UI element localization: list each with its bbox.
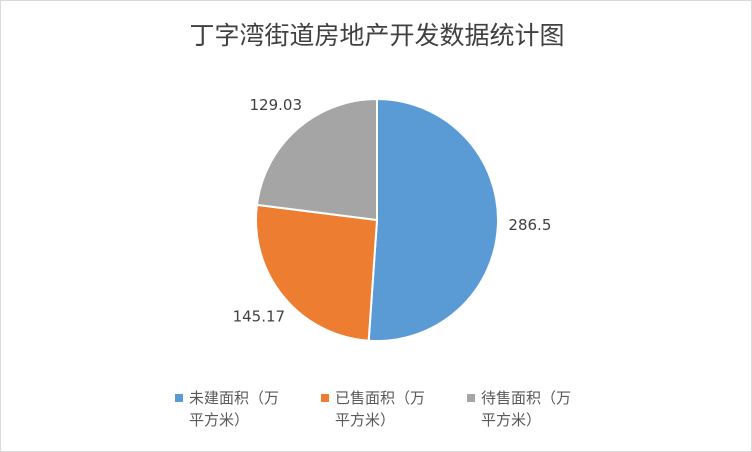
pie-slice bbox=[367, 97, 499, 342]
data-label: 145.17 bbox=[233, 308, 286, 326]
pie-slice bbox=[255, 203, 379, 342]
data-label: 129.03 bbox=[250, 96, 303, 114]
legend-label: 已售面积（万平方米） bbox=[335, 389, 426, 429]
legend-swatch bbox=[175, 394, 183, 402]
legend-label: 待售面积（万平方米） bbox=[481, 389, 572, 429]
legend-label: 未建面积（万平方米） bbox=[189, 389, 280, 429]
legend: 未建面积（万平方米） 已售面积（万平方米） 待售面积（万平方米） bbox=[1, 387, 751, 431]
data-label: 286.5 bbox=[508, 216, 551, 234]
legend-swatch bbox=[467, 394, 475, 402]
legend-item: 已售面积（万平方米） bbox=[321, 387, 431, 431]
chart-title: 丁字湾街道房地产开发数据统计图 bbox=[189, 21, 564, 50]
legend-item: 未建面积（万平方米） bbox=[175, 387, 285, 431]
legend-item: 待售面积（万平方米） bbox=[467, 387, 577, 431]
pie-slice bbox=[255, 97, 378, 222]
legend-swatch bbox=[321, 394, 329, 402]
